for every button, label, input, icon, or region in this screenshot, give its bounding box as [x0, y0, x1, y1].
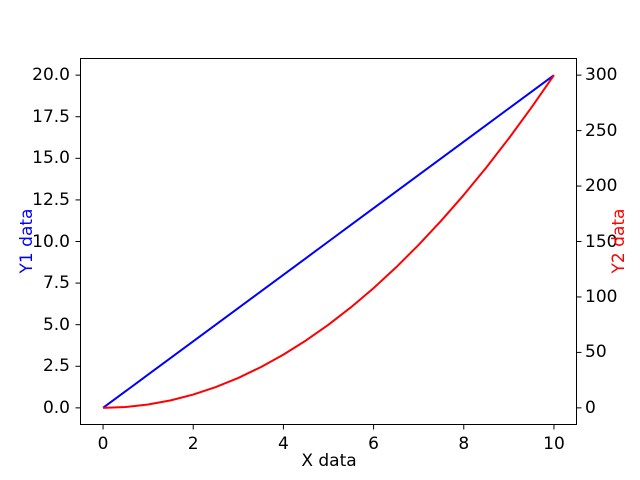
x-tick-label: 8: [458, 434, 470, 454]
x-axis-label: X data: [301, 451, 357, 471]
y1-tick-label: 12.5: [32, 189, 70, 210]
y1-tick-label: 10.0: [32, 231, 70, 252]
y2-tick-label: 250: [585, 120, 618, 141]
x-tick-label: 4: [277, 434, 289, 454]
series-line-y1-data: [102, 74, 555, 409]
y2-tick-label: 200: [585, 176, 618, 197]
y2-tick-label: 50: [585, 342, 607, 363]
x-tick-label: 0: [97, 434, 109, 454]
y2-axis-label: Y2 data: [609, 208, 629, 274]
x-tick-label: 10: [543, 434, 565, 454]
x-tick-label: 6: [368, 434, 379, 454]
y2-tick-label: 300: [585, 65, 618, 86]
y1-axis-label: Y1 data: [17, 208, 37, 274]
y1-tick-label: 0.0: [42, 397, 70, 418]
y1-tick-label: 2.5: [42, 356, 70, 377]
y1-tick-label: 5.0: [42, 314, 70, 335]
y1-tick-label: 15.0: [32, 148, 70, 169]
y2-tick-label: 0: [585, 397, 596, 418]
y1-tick-label: 7.5: [42, 273, 70, 294]
y2-tick-label: 100: [585, 286, 618, 307]
series-line-y2-data: [103, 74, 555, 409]
x-tick-label: 2: [187, 434, 199, 454]
y2-tick-label: 150: [585, 231, 618, 252]
y1-tick-label: 17.5: [32, 106, 70, 127]
y1-tick-label: 20.0: [32, 65, 70, 86]
